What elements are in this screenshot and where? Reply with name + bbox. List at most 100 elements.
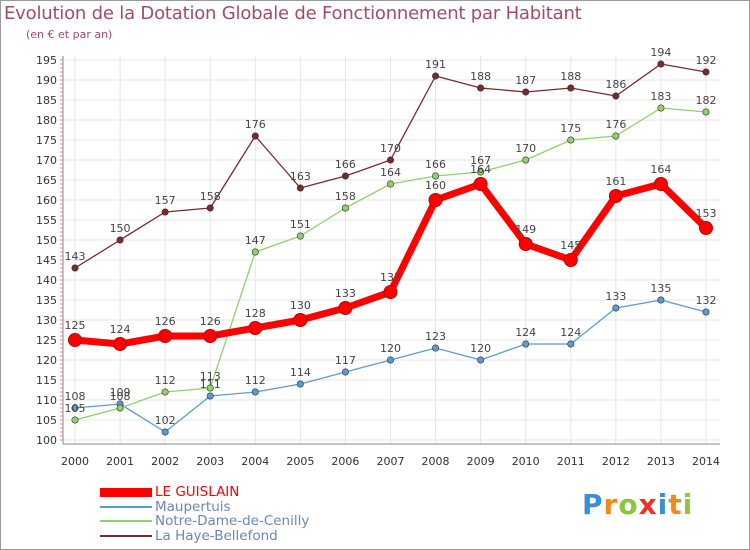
data-label-maupertuis: 117 xyxy=(335,354,356,367)
data-label-le_guislain: 126 xyxy=(200,315,221,328)
data-point-notre_dame xyxy=(477,168,485,176)
x-tick-label: 2009 xyxy=(467,455,495,468)
data-point-notre_dame xyxy=(567,136,575,144)
x-tick-label: 2010 xyxy=(512,455,540,468)
data-label-la_haye: 194 xyxy=(650,46,671,59)
y-tick-label: 120 xyxy=(36,354,57,367)
data-point-la_haye xyxy=(657,60,665,68)
y-tick-label: 100 xyxy=(36,434,57,447)
y-tick-label: 125 xyxy=(36,334,57,347)
data-point-notre_dame xyxy=(116,404,124,412)
y-tick-label: 155 xyxy=(36,214,57,227)
data-point-la_haye xyxy=(386,156,394,164)
x-tick-label: 2011 xyxy=(557,455,585,468)
data-label-le_guislain: 153 xyxy=(695,207,716,220)
data-point-la_haye xyxy=(477,84,485,92)
legend-item-le-guislain[interactable]: LE GUISLAIN xyxy=(100,485,309,500)
data-label-notre_dame: 112 xyxy=(155,374,176,387)
data-label-notre_dame: 182 xyxy=(695,94,716,107)
y-tick-label: 185 xyxy=(36,94,57,107)
data-point-notre_dame xyxy=(612,132,620,140)
legend-swatch-maupertuis xyxy=(100,505,152,508)
data-label-maupertuis: 120 xyxy=(380,342,401,355)
y-tick-label: 190 xyxy=(36,74,57,87)
legend-item-notre-dame-de-cenilly[interactable]: Notre-Dame-de-Cenilly xyxy=(100,514,309,529)
data-point-le_guislain xyxy=(293,313,308,327)
data-label-le_guislain: 145 xyxy=(560,239,581,252)
data-label-la_haye: 188 xyxy=(560,70,581,83)
data-point-la_haye xyxy=(522,88,530,96)
x-tick-label: 2014 xyxy=(692,455,720,468)
data-point-le_guislain xyxy=(608,189,623,203)
data-label-la_haye: 191 xyxy=(425,58,446,71)
logo-letter: o xyxy=(618,488,639,521)
legend-label-maupertuis: Maupertuis xyxy=(155,498,231,515)
data-label-la_haye: 150 xyxy=(110,222,131,235)
y-tick-label: 135 xyxy=(36,294,57,307)
y-tick-label: 110 xyxy=(36,394,57,407)
data-point-maupertuis xyxy=(432,344,440,352)
y-tick-label: 160 xyxy=(36,194,57,207)
data-label-le_guislain: 128 xyxy=(245,307,266,320)
data-label-la_haye: 158 xyxy=(200,190,221,203)
data-point-la_haye xyxy=(296,184,304,192)
logo-letter: x xyxy=(638,488,658,521)
data-point-maupertuis xyxy=(296,380,304,388)
x-tick-label: 2002 xyxy=(151,455,179,468)
legend-swatch-notre-dame-de-cenilly xyxy=(100,520,152,523)
data-point-notre_dame xyxy=(522,156,530,164)
data-label-le_guislain: 164 xyxy=(470,163,491,176)
data-point-maupertuis xyxy=(567,340,575,348)
data-label-le_guislain: 130 xyxy=(290,299,311,312)
data-label-la_haye: 157 xyxy=(155,194,176,207)
data-label-maupertuis: 124 xyxy=(560,326,581,339)
data-label-le_guislain: 133 xyxy=(335,287,356,300)
data-point-la_haye xyxy=(612,92,620,100)
data-point-la_haye xyxy=(341,172,349,180)
data-label-la_haye: 187 xyxy=(515,74,536,87)
data-label-maupertuis: 114 xyxy=(290,366,311,379)
data-point-le_guislain xyxy=(68,333,82,347)
data-point-la_haye xyxy=(567,84,575,92)
data-point-maupertuis xyxy=(657,296,665,304)
data-label-notre_dame: 167 xyxy=(470,154,491,167)
data-label-notre_dame: 183 xyxy=(650,90,671,103)
legend-item-la-haye-bellefond[interactable]: La Haye-Bellefond xyxy=(100,529,309,544)
data-label-maupertuis: 109 xyxy=(110,386,131,399)
x-tick-label: 2000 xyxy=(61,455,89,468)
data-point-maupertuis xyxy=(477,356,485,364)
y-tick-label: 175 xyxy=(36,134,57,147)
data-point-maupertuis xyxy=(341,368,349,376)
data-point-le_guislain xyxy=(518,237,533,251)
data-label-le_guislain: 125 xyxy=(65,319,86,332)
legend-swatch-le-guislain xyxy=(100,487,152,497)
data-point-maupertuis xyxy=(71,404,79,412)
data-label-notre_dame: 151 xyxy=(290,218,311,231)
logo-letter: t xyxy=(668,488,683,521)
data-label-maupertuis: 120 xyxy=(470,342,491,355)
legend-item-maupertuis[interactable]: Maupertuis xyxy=(100,500,309,515)
data-label-la_haye: 188 xyxy=(470,70,491,83)
data-label-le_guislain: 164 xyxy=(650,163,671,176)
chart-subtitle: (en € et par an) xyxy=(26,28,113,41)
data-label-notre_dame: 105 xyxy=(65,402,86,415)
data-point-notre_dame xyxy=(206,384,214,392)
y-tick-label: 145 xyxy=(36,254,57,267)
data-label-le_guislain: 161 xyxy=(605,175,626,188)
x-tick-label: 2008 xyxy=(422,455,450,468)
logo-letter: i xyxy=(657,488,669,521)
proxiti-logo: Proxiti xyxy=(582,488,693,521)
data-label-la_haye: 143 xyxy=(65,250,86,263)
x-tick-label: 2005 xyxy=(286,455,314,468)
x-tick-label: 2007 xyxy=(376,455,404,468)
y-tick-label: 165 xyxy=(36,174,57,187)
y-tick-label: 115 xyxy=(36,374,57,387)
data-point-la_haye xyxy=(432,72,440,80)
data-point-la_haye xyxy=(71,264,79,272)
data-label-maupertuis: 108 xyxy=(65,390,86,403)
data-label-le_guislain: 126 xyxy=(155,315,176,328)
data-label-la_haye: 166 xyxy=(335,158,356,171)
data-label-maupertuis: 112 xyxy=(245,374,266,387)
x-tick-label: 2003 xyxy=(196,455,224,468)
data-label-le_guislain: 124 xyxy=(110,323,131,336)
